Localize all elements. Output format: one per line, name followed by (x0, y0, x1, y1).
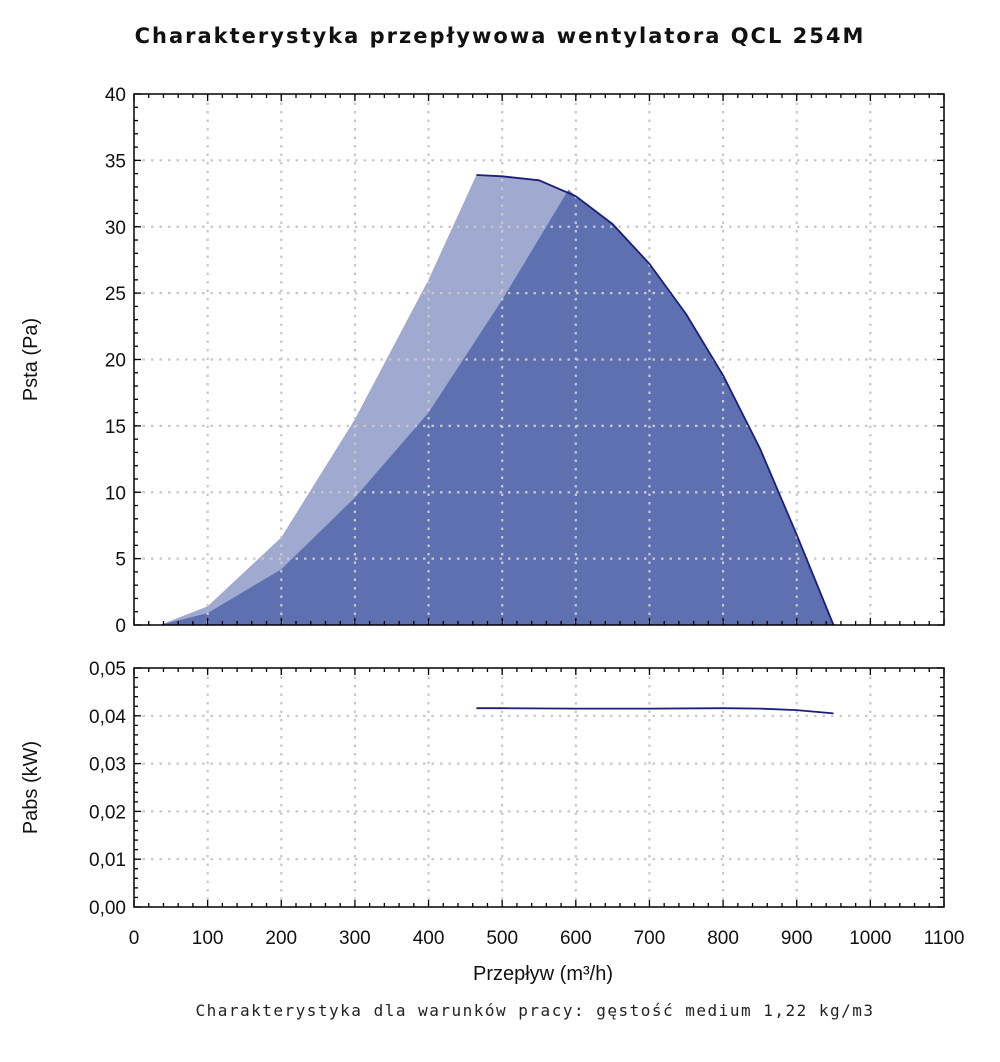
power-y-tick-label: 0,05 (89, 659, 126, 680)
power-y-axis-label: Pabs (kW) (20, 741, 42, 834)
x-tick-label: 1000 (849, 928, 891, 949)
x-tick-label: 300 (339, 928, 371, 949)
x-tick-label: 1100 (924, 928, 965, 949)
power-y-tick-label: 0,03 (89, 755, 126, 776)
power-y-tick-label: 0,00 (89, 898, 126, 919)
pressure-y-tick-label: 5 (115, 550, 126, 571)
x-tick-label: 700 (634, 928, 666, 949)
x-tick-label: 0 (129, 928, 140, 949)
pressure-y-tick-label: 0 (115, 616, 126, 637)
x-tick-label: 600 (560, 928, 592, 949)
chart-footnote: Charakterystyka dla warunków pracy: gęst… (195, 1001, 875, 1020)
x-tick-label: 800 (707, 928, 739, 949)
x-axis-label: Przepływ (m³/h) (473, 963, 613, 985)
chart-title: Charakterystyka przepływowa wentylatora … (134, 24, 866, 48)
power-y-tick-label: 0,04 (89, 707, 126, 728)
x-tick-label: 100 (192, 928, 224, 949)
pressure-y-tick-label: 10 (105, 483, 126, 504)
pressure-y-tick-label: 15 (105, 417, 126, 438)
power-y-tick-label: 0,02 (89, 802, 126, 823)
pressure-y-tick-label: 40 (105, 85, 126, 106)
x-tick-label: 400 (413, 928, 445, 949)
x-tick-label: 900 (781, 928, 813, 949)
power-curve (476, 707, 834, 715)
pressure-y-tick-label: 35 (105, 151, 126, 172)
power-plot-frame (133, 667, 945, 908)
x-tick-label: 200 (265, 928, 297, 949)
pressure-y-tick-label: 25 (105, 284, 126, 305)
pressure-y-axis-label: Psta (Pa) (20, 318, 42, 401)
pressure-y-tick-label: 30 (105, 218, 126, 239)
operating-curve (476, 174, 835, 626)
dark-area (159, 189, 834, 625)
x-tick-label: 500 (486, 928, 518, 949)
power-y-tick-label: 0,01 (89, 850, 126, 871)
pressure-y-tick-label: 20 (105, 351, 126, 372)
